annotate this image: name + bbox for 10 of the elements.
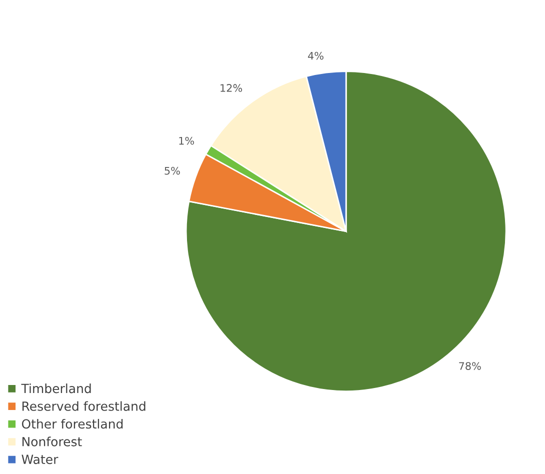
legend-label: Water (22, 454, 58, 464)
data-label: 78% (459, 362, 481, 370)
legend-label: Other forestland (22, 418, 123, 429)
data-label: 12% (220, 84, 242, 92)
legend-label: Reserved forestland (22, 401, 146, 411)
data-label: 5% (164, 166, 180, 175)
data-label: 4% (308, 52, 324, 60)
legend-label: Nonforest (22, 436, 82, 446)
data-label: 1% (179, 136, 194, 145)
legend-label: Timberland (21, 384, 91, 394)
